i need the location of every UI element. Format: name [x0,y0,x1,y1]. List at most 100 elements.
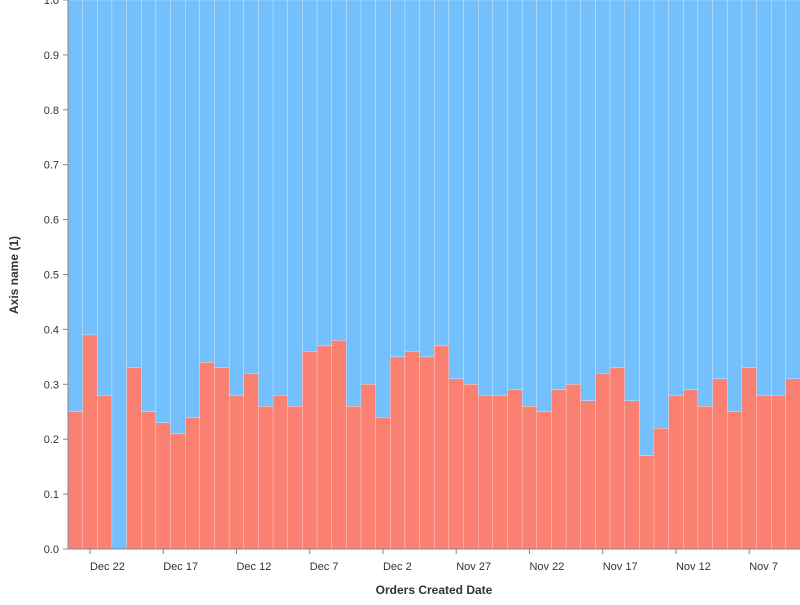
bar-segment [771,395,787,550]
x-tick-label: Dec 22 [90,561,125,573]
bar-segment [97,395,113,550]
bar-segment [258,406,274,550]
bar-segment [478,0,494,396]
x-axis: Dec 22 Dec 17 Dec 12 Dec 7 Dec 2 Nov 27 Nov 22… [68,548,800,573]
bar-segment [536,0,552,412]
bar-segment [741,367,757,550]
y-tick-label: 0.7 [44,160,59,172]
bar-segment [668,0,684,396]
bar-segment [155,422,171,550]
bar-segment [360,384,376,550]
bar-segment [741,0,757,369]
bars-layer [67,0,800,550]
x-axis-title: Orders Created Date [376,583,493,597]
bar-segment [448,0,464,380]
bar-segment [346,406,362,550]
bar-segment [141,0,157,412]
bar-segment [287,406,303,550]
bar-segment [390,356,406,550]
x-tick-label: Dec 12 [236,561,271,573]
bar-segment [184,0,201,418]
bar-segment [785,0,800,380]
bar-segment [111,0,127,550]
bar-segment [184,417,201,550]
bar-segment [639,0,655,456]
y-tick-label: 0.0 [44,544,59,556]
bar-segment [521,406,538,550]
bar-segment [126,0,142,369]
bar-segment [82,334,98,550]
bar-segment [478,395,494,550]
x-tick-label: Nov 7 [749,561,778,573]
bar-segment [214,367,230,550]
bar-segment [580,400,596,550]
bar-segment [580,0,596,401]
bar-segment [653,428,669,550]
bar-segment [82,0,98,336]
bar-segment [771,0,787,396]
bar-segment [228,395,244,550]
bar-segment [756,395,772,550]
y-tick-label: 0.4 [44,324,59,336]
bar-segment [272,395,288,550]
bar-segment [609,0,625,369]
y-tick-label: 0.3 [44,379,59,391]
y-tick-label: 0.1 [44,489,59,501]
bar-segment [170,433,186,550]
bar-segment [609,367,625,550]
x-tick-label: Dec 17 [163,561,198,573]
y-tick-label: 0.9 [44,50,59,62]
x-tick-label: Dec 7 [310,561,339,573]
bar-segment [228,0,244,396]
bar-segment [155,0,171,423]
bar-segment [404,351,420,550]
y-tick-label: 0.5 [44,270,59,282]
bar-segment [375,0,391,418]
bar-segment [272,0,288,396]
y-tick-label: 0.2 [44,434,59,446]
bar-segment [67,411,83,550]
bar-segment [434,345,450,550]
bar-segment [697,0,713,407]
bar-segment [346,0,362,407]
bar-segment [653,0,669,429]
x-tick-label: Nov 22 [529,561,564,573]
bar-segment [331,0,347,341]
bar-segment [697,406,713,550]
bar-segment [683,389,699,550]
bar-segment [434,0,450,347]
bar-segment [97,0,113,396]
bar-segment [683,0,699,390]
y-axis-title: Axis name (1) [7,236,21,314]
bar-segment [639,455,655,550]
bar-segment [551,389,567,550]
bar-segment [448,378,464,550]
bar-segment [624,0,640,401]
bar-segment [243,373,259,550]
bar-segment [419,356,435,550]
bar-segment [258,0,274,407]
bar-segment [565,0,581,385]
bar-segment [375,417,391,550]
x-tick-label: Nov 27 [456,561,491,573]
y-axis: 0.0 0.1 0.2 0.3 0.4 0.5 0.6 0.7 0.8 0.9 1.0 [44,0,69,556]
bar-segment [243,0,259,374]
y-tick-label: 0.8 [44,105,59,117]
bar-segment [551,0,567,390]
bar-segment [595,373,611,550]
bar-segment [727,0,743,412]
bar-segment [463,384,479,550]
bar-segment [316,0,332,347]
bar-segment [302,351,318,550]
bar-segment [756,0,772,396]
x-tick-label: Dec 2 [383,561,412,573]
bar-segment [214,0,230,369]
bar-segment [492,0,508,396]
bar-segment [712,378,728,550]
bar-segment [126,367,142,550]
bar-segment [463,0,479,385]
y-tick-label: 1.0 [44,0,59,7]
bar-segment [170,0,186,434]
bar-segment [595,0,611,374]
